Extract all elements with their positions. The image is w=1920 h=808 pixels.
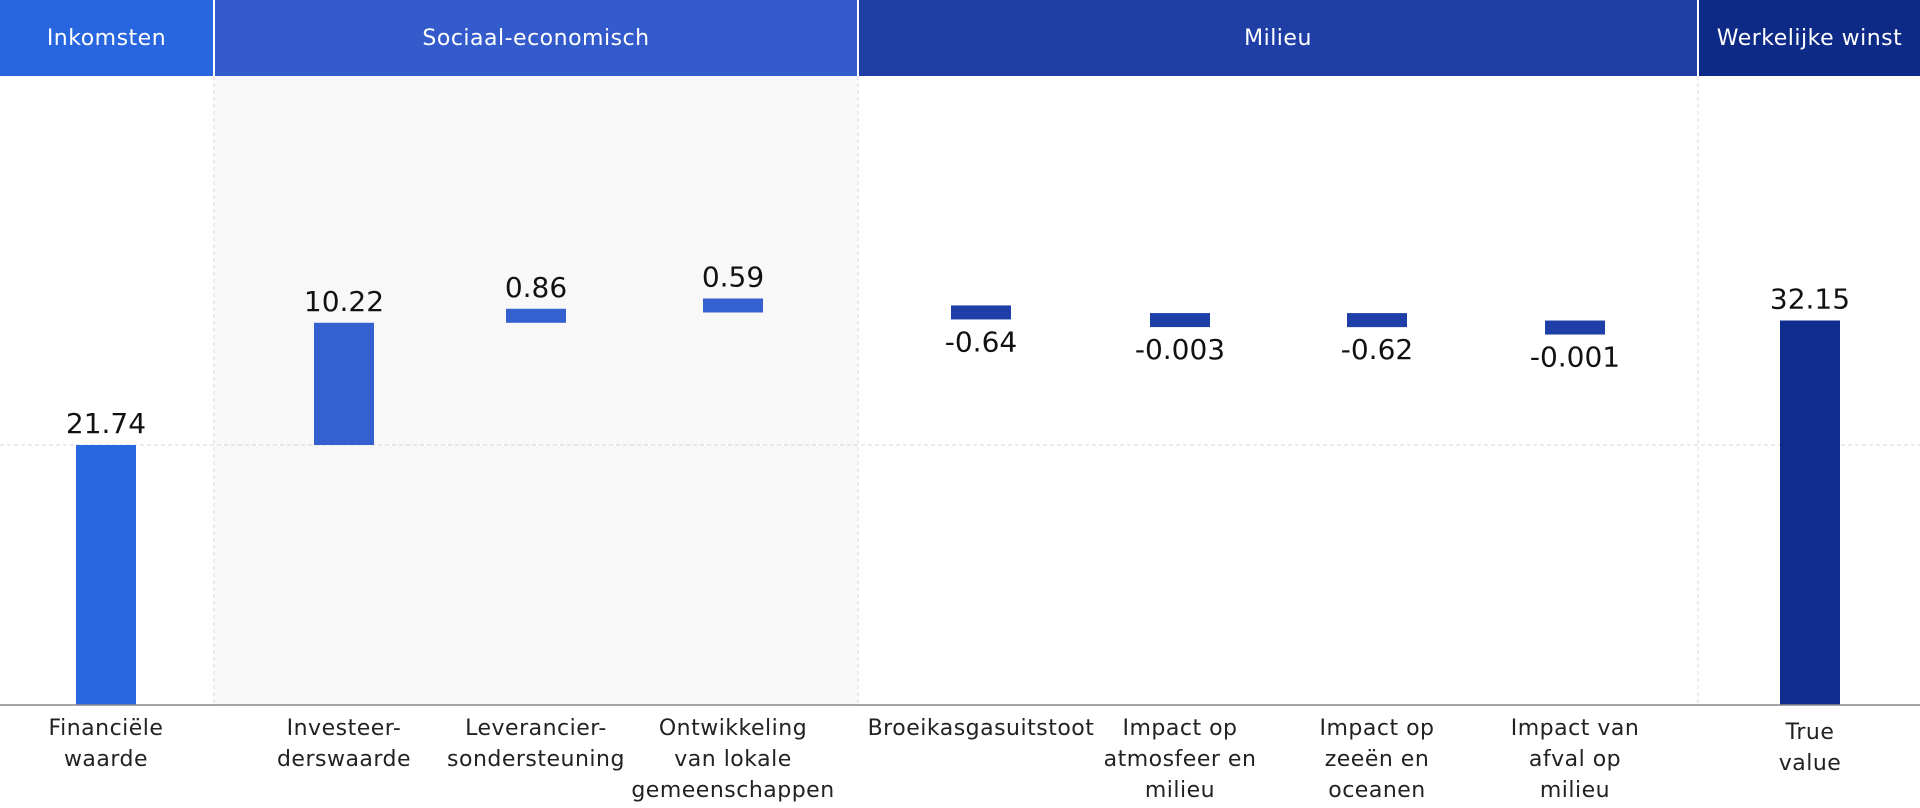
header-env — [859, 0, 1697, 76]
bar-7 — [1347, 313, 1407, 328]
header-label-total: Werkelijke winst — [1717, 26, 1903, 51]
x-label-7: Impact op zeeën en oceanen — [1319, 716, 1434, 803]
header-label-socio: Sociaal-economisch — [422, 26, 649, 51]
x-label-3: Leverancier-sondersteuning — [447, 716, 625, 772]
header-label-env: Milieu — [1244, 26, 1312, 51]
value-label-6: -0.003 — [1135, 333, 1225, 366]
x-label-1: Financiële waarde — [49, 716, 164, 772]
bar-5 — [951, 305, 1011, 320]
value-label-3: 0.86 — [505, 271, 567, 304]
value-label-7: -0.62 — [1341, 333, 1413, 366]
value-label-1: 21.74 — [66, 407, 146, 440]
group-headers: Inkomsten Sociaal-economisch Milieu Werkeli… — [0, 0, 1920, 76]
x-axis-labels: Financiële waarde Investeer-derswaarde Leve… — [49, 716, 1842, 803]
bar-4 — [703, 298, 763, 313]
bars — [76, 298, 1840, 705]
header-income — [0, 0, 213, 76]
value-label-8: -0.001 — [1530, 341, 1620, 374]
band-sociaal-economisch — [215, 76, 857, 705]
bar-1 — [76, 445, 136, 705]
bar-8 — [1545, 320, 1605, 335]
value-label-2: 10.22 — [304, 285, 384, 318]
bar-6 — [1150, 313, 1210, 328]
x-label-9: True value — [1779, 720, 1842, 776]
header-total — [1699, 0, 1920, 76]
group-bands — [215, 76, 857, 705]
x-label-2: Investeer-derswaarde — [277, 716, 411, 772]
value-labels: 21.74 10.22 0.86 0.59 -0.64 -0.003 -0.62 -0.001… — [66, 260, 1850, 440]
value-label-5: -0.64 — [945, 325, 1017, 358]
bar-2 — [314, 322, 374, 445]
header-label-income: Inkomsten — [47, 26, 166, 51]
x-label-5: Broeikasgasuitstoot — [868, 716, 1095, 741]
header-socio — [215, 0, 857, 76]
x-label-8: Impact van afval op milieu — [1511, 716, 1640, 803]
x-label-4: Ontwikkeling van lokale gemeenschappen — [631, 716, 834, 803]
value-label-9: 32.15 — [1770, 283, 1850, 316]
x-label-6: Impact op atmosfeer en milieu — [1104, 716, 1257, 803]
bar-9 — [1780, 320, 1840, 705]
value-label-4: 0.59 — [702, 260, 764, 293]
bar-3 — [506, 308, 566, 323]
gridlines — [0, 76, 1920, 705]
